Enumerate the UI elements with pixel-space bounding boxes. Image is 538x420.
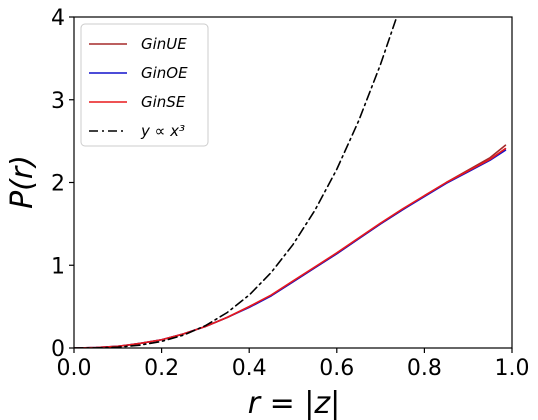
legend-label: y ∝ x³ — [140, 122, 185, 140]
x-tick-label: 0.6 — [319, 356, 354, 381]
x-axis-ticks: 0.0 0.2 0.4 0.6 0.8 1.0 — [57, 348, 530, 381]
x-tick-label: 0.4 — [232, 356, 267, 381]
series-line-3 — [74, 17, 398, 348]
legend-box — [80, 23, 209, 147]
y-axis-label: P(r) — [5, 155, 40, 209]
legend-label: GinOE — [141, 64, 188, 82]
x-axis-label: r = |z| — [248, 386, 341, 420]
series-line-2 — [74, 147, 507, 348]
legend-label: GinSE — [141, 93, 186, 111]
y-tick-label: 0 — [51, 337, 65, 362]
y-axis-ticks: 0 1 2 3 4 — [51, 6, 74, 362]
legend-label: GinUE — [141, 35, 187, 53]
legend: GinUE GinOE GinSE y ∝ x³ — [80, 23, 209, 147]
y-tick-label: 2 — [51, 172, 65, 197]
x-tick-label: 0.2 — [144, 356, 179, 381]
y-tick-label: 1 — [51, 254, 65, 279]
x-tick-label: 1.0 — [495, 356, 530, 381]
y-tick-label: 3 — [51, 89, 65, 114]
series-layer — [74, 17, 507, 348]
legend-items: GinUE GinOE GinSE y ∝ x³ — [89, 35, 188, 140]
y-tick-label: 4 — [51, 6, 65, 31]
x-tick-label: 0.0 — [57, 356, 92, 381]
series-line-0 — [74, 144, 507, 348]
x-tick-label: 0.8 — [407, 356, 442, 381]
